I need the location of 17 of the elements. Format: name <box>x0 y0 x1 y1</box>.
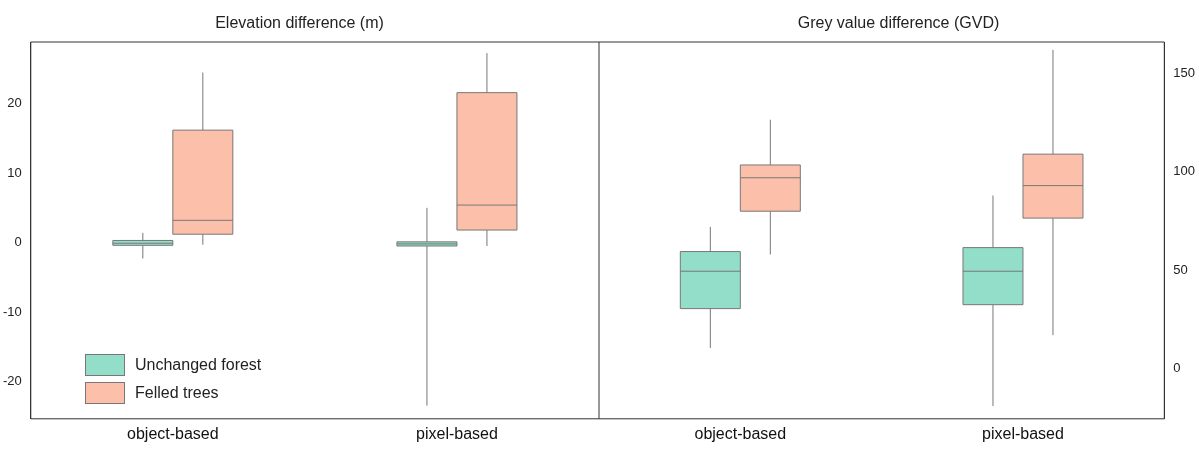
x-tick-label: pixel-based <box>416 424 498 442</box>
x-tick-label: object-based <box>694 424 787 442</box>
chart-title: Grey value difference (GVD) <box>796 14 1001 32</box>
y-tick-label: 150 <box>1173 65 1196 81</box>
y-tick-label: 0 <box>14 234 22 250</box>
y-tick-label: 50 <box>1173 261 1188 277</box>
x-tick-label: pixel-based <box>982 424 1064 442</box>
chart-title: Elevation difference (m) <box>214 14 385 32</box>
y-tick-label: 100 <box>1173 163 1196 179</box>
y-tick-label: -20 <box>2 372 22 388</box>
legend-label: Unchanged forest <box>135 356 262 374</box>
y-tick-label: -10 <box>2 303 22 319</box>
legend-label: Felled trees <box>135 384 219 402</box>
y-tick-label: 0 <box>1173 360 1181 376</box>
y-tick-label: 20 <box>7 95 22 111</box>
y-tick-label: 10 <box>7 164 22 180</box>
x-tick-label: object-based <box>127 424 219 442</box>
